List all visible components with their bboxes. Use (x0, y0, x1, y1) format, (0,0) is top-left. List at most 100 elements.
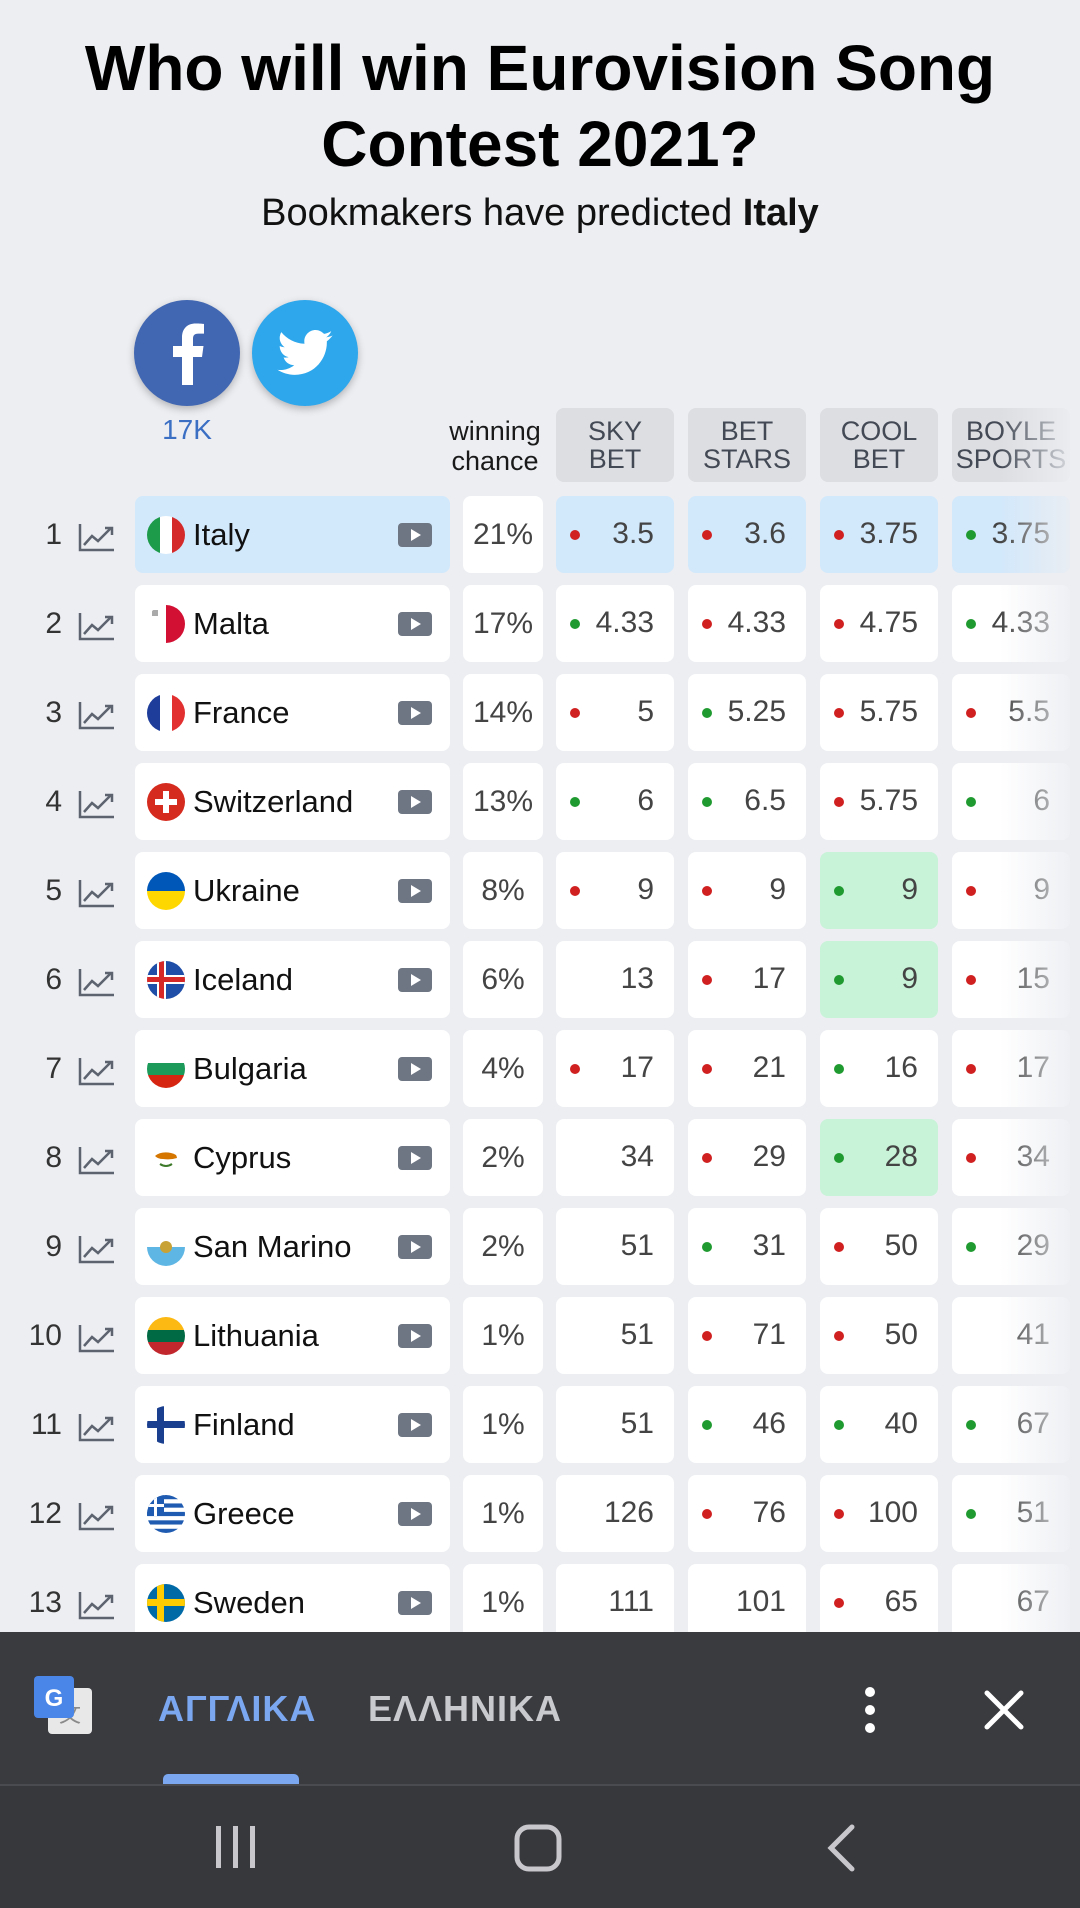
more-vert-icon[interactable] (858, 1686, 882, 1739)
odds-cell-coolbet[interactable]: 50 (820, 1297, 938, 1374)
twitter-share-button[interactable] (252, 300, 358, 406)
facebook-share-button[interactable] (134, 300, 240, 406)
odds-cell-skybet[interactable]: 4.33 (556, 585, 674, 662)
trend-chart-icon[interactable] (78, 878, 116, 913)
trend-chart-icon[interactable] (78, 1145, 116, 1180)
odds-cell-coolbet[interactable]: 40 (820, 1386, 938, 1463)
odds-cell-coolbet[interactable]: 4.75 (820, 585, 938, 662)
odds-cell-coolbet[interactable]: 16 (820, 1030, 938, 1107)
trend-chart-icon[interactable] (78, 789, 116, 824)
close-icon[interactable] (984, 1690, 1024, 1735)
odds-cell-coolbet[interactable]: 28 (820, 1119, 938, 1196)
back-icon[interactable] (826, 1824, 856, 1877)
country-cell[interactable]: Greece (135, 1475, 450, 1552)
country-cell[interactable]: Italy (135, 496, 450, 573)
country-cell[interactable]: Bulgaria (135, 1030, 450, 1107)
google-translate-icon[interactable]: 文 G (34, 1676, 94, 1741)
country-cell[interactable]: Switzerland (135, 763, 450, 840)
odds-cell-betstars[interactable]: 9 (688, 852, 806, 929)
odds-cell-skybet[interactable]: 6 (556, 763, 674, 840)
video-play-icon[interactable] (398, 1502, 432, 1531)
video-play-icon[interactable] (398, 1413, 432, 1442)
odds-cell-boylesports[interactable]: 15 (952, 941, 1070, 1018)
country-cell[interactable]: Lithuania (135, 1297, 450, 1374)
odds-cell-boylesports[interactable]: 67 (952, 1386, 1070, 1463)
odds-cell-betstars[interactable]: 76 (688, 1475, 806, 1552)
video-play-icon[interactable] (398, 790, 432, 819)
trend-chart-icon[interactable] (78, 1323, 116, 1358)
video-play-icon[interactable] (398, 1591, 432, 1620)
odds-cell-betstars[interactable]: 6.5 (688, 763, 806, 840)
odds-cell-boylesports[interactable]: 5.5 (952, 674, 1070, 751)
odds-cell-coolbet[interactable]: 5.75 (820, 674, 938, 751)
trend-chart-icon[interactable] (78, 967, 116, 1002)
bookmaker-header-skybet[interactable]: SKY BET (556, 408, 674, 482)
trend-chart-icon[interactable] (78, 1501, 116, 1536)
trend-chart-icon[interactable] (78, 1412, 116, 1447)
odds-cell-skybet[interactable]: 111 (556, 1564, 674, 1632)
video-play-icon[interactable] (398, 523, 432, 552)
odds-cell-betstars[interactable]: 17 (688, 941, 806, 1018)
odds-cell-coolbet[interactable]: 50 (820, 1208, 938, 1285)
odds-cell-coolbet[interactable]: 9 (820, 852, 938, 929)
trend-chart-icon[interactable] (78, 1056, 116, 1091)
video-play-icon[interactable] (398, 1235, 432, 1264)
country-cell[interactable]: Sweden (135, 1564, 450, 1632)
odds-cell-betstars[interactable]: 31 (688, 1208, 806, 1285)
video-play-icon[interactable] (398, 1324, 432, 1353)
odds-cell-boylesports[interactable]: 41 (952, 1297, 1070, 1374)
trend-chart-icon[interactable] (78, 522, 116, 557)
odds-cell-coolbet[interactable]: 65 (820, 1564, 938, 1632)
video-play-icon[interactable] (398, 968, 432, 997)
bookmaker-header-coolbet[interactable]: COOL BET (820, 408, 938, 482)
odds-cell-boylesports[interactable]: 34 (952, 1119, 1070, 1196)
video-play-icon[interactable] (398, 701, 432, 730)
country-cell[interactable]: Iceland (135, 941, 450, 1018)
video-play-icon[interactable] (398, 1057, 432, 1086)
country-cell[interactable]: France (135, 674, 450, 751)
country-cell[interactable]: San Marino (135, 1208, 450, 1285)
bookmaker-header-betstars[interactable]: BET STARS (688, 408, 806, 482)
country-cell[interactable]: Finland (135, 1386, 450, 1463)
video-play-icon[interactable] (398, 612, 432, 641)
odds-cell-betstars[interactable]: 21 (688, 1030, 806, 1107)
odds-cell-coolbet[interactable]: 9 (820, 941, 938, 1018)
odds-cell-betstars[interactable]: 3.6 (688, 496, 806, 573)
odds-cell-boylesports[interactable]: 29 (952, 1208, 1070, 1285)
trend-chart-icon[interactable] (78, 611, 116, 646)
odds-cell-boylesports[interactable]: 67 (952, 1564, 1070, 1632)
odds-cell-coolbet[interactable]: 3.75 (820, 496, 938, 573)
odds-cell-skybet[interactable]: 13 (556, 941, 674, 1018)
video-play-icon[interactable] (398, 879, 432, 908)
odds-cell-betstars[interactable]: 71 (688, 1297, 806, 1374)
trend-chart-icon[interactable] (78, 1234, 116, 1269)
country-cell[interactable]: Ukraine (135, 852, 450, 929)
translate-language-greek[interactable]: ΕΛΛΗΝΙΚΑ (368, 1688, 563, 1729)
odds-cell-betstars[interactable]: 29 (688, 1119, 806, 1196)
translate-language-english[interactable]: ΑΓΓΛΙΚΑ (158, 1688, 317, 1729)
odds-cell-coolbet[interactable]: 5.75 (820, 763, 938, 840)
odds-cell-skybet[interactable]: 51 (556, 1297, 674, 1374)
odds-cell-skybet[interactable]: 51 (556, 1208, 674, 1285)
bookmaker-header-boylesports[interactable]: BOYLE SPORTS (952, 408, 1070, 482)
odds-cell-skybet[interactable]: 9 (556, 852, 674, 929)
odds-cell-boylesports[interactable]: 17 (952, 1030, 1070, 1107)
odds-cell-coolbet[interactable]: 100 (820, 1475, 938, 1552)
odds-cell-skybet[interactable]: 34 (556, 1119, 674, 1196)
odds-cell-skybet[interactable]: 17 (556, 1030, 674, 1107)
odds-cell-skybet[interactable]: 5 (556, 674, 674, 751)
trend-chart-icon[interactable] (78, 700, 116, 735)
odds-cell-skybet[interactable]: 51 (556, 1386, 674, 1463)
odds-cell-boylesports[interactable]: 51 (952, 1475, 1070, 1552)
country-cell[interactable]: Malta (135, 585, 450, 662)
odds-cell-skybet[interactable]: 3.5 (556, 496, 674, 573)
recent-apps-icon[interactable] (214, 1824, 258, 1875)
trend-chart-icon[interactable] (78, 1590, 116, 1625)
odds-cell-boylesports[interactable]: 3.75 (952, 496, 1070, 573)
odds-cell-betstars[interactable]: 5.25 (688, 674, 806, 751)
odds-cell-skybet[interactable]: 126 (556, 1475, 674, 1552)
odds-cell-boylesports[interactable]: 9 (952, 852, 1070, 929)
odds-cell-boylesports[interactable]: 4.33 (952, 585, 1070, 662)
odds-cell-betstars[interactable]: 46 (688, 1386, 806, 1463)
odds-cell-betstars[interactable]: 101 (688, 1564, 806, 1632)
